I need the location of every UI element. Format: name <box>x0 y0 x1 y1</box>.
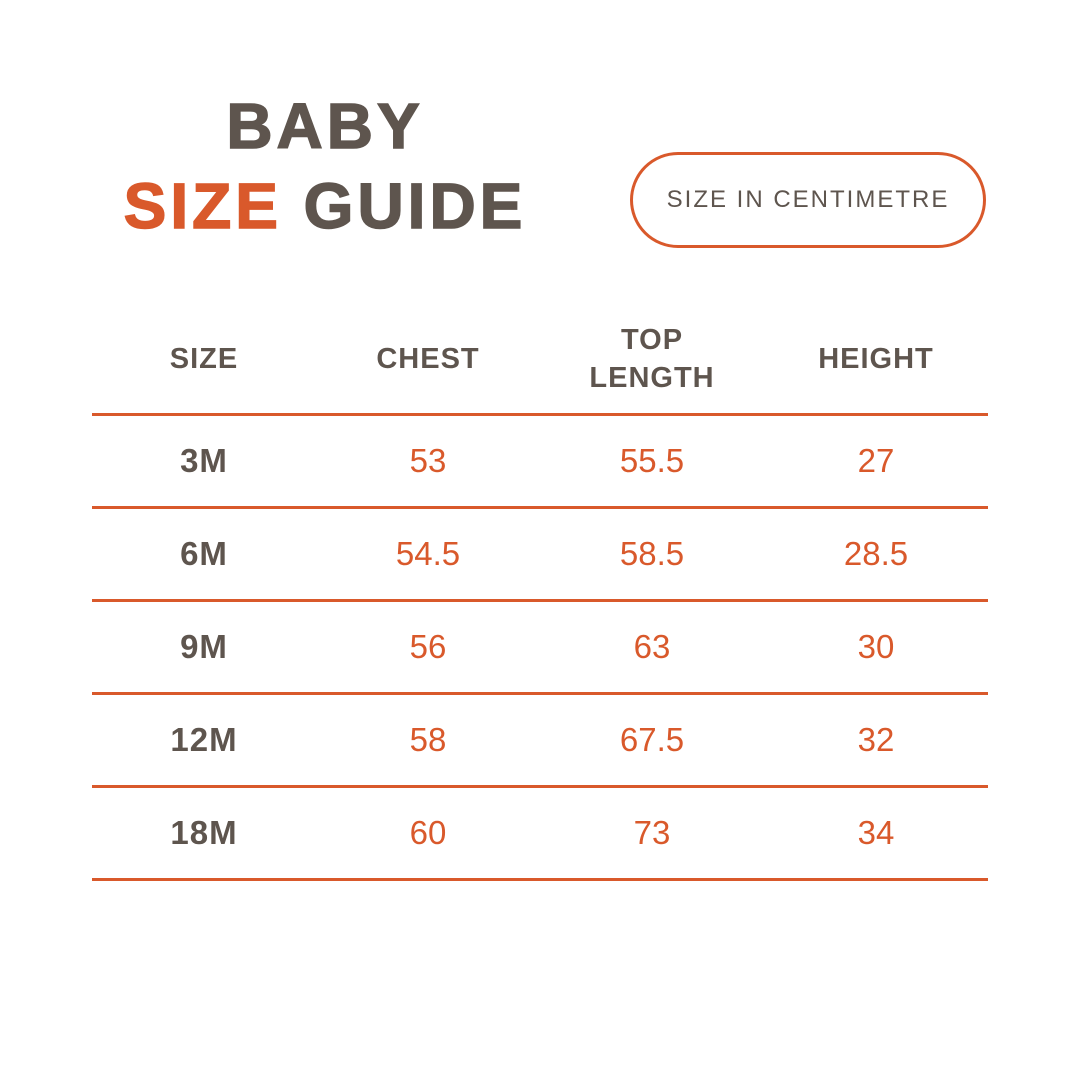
table-row: 6M 54.5 58.5 28.5 <box>92 509 988 602</box>
title-line2: SIZE GUIDE <box>85 166 565 246</box>
header-top-length: TOP LENGTH <box>589 324 715 394</box>
table-row: 3M 53 55.5 27 <box>92 416 988 509</box>
row-size-label: 12M <box>170 721 238 758</box>
title-line1: BABY <box>226 89 424 163</box>
size-table: SIZE CHEST TOP LENGTH HEIGHT 3M 53 55.5 … <box>92 305 988 881</box>
row-chest-value: 53 <box>409 442 447 479</box>
row-size-label: 3M <box>180 442 228 479</box>
row-chest-value: 58 <box>409 721 447 758</box>
row-top-length-value: 67.5 <box>619 721 685 758</box>
row-height-value: 34 <box>857 814 895 851</box>
table-row: 12M 58 67.5 32 <box>92 695 988 788</box>
table-row: 18M 60 73 34 <box>92 788 988 881</box>
header-chest: CHEST <box>376 343 480 375</box>
row-size-label: 18M <box>170 814 238 851</box>
row-chest-value: 56 <box>409 628 447 665</box>
row-top-length-value: 55.5 <box>619 442 685 479</box>
row-height-value: 30 <box>857 628 895 665</box>
table-header-row: SIZE CHEST TOP LENGTH HEIGHT <box>92 305 988 416</box>
table-row: 9M 56 63 30 <box>92 602 988 695</box>
header-height: HEIGHT <box>818 343 934 375</box>
title-rest-word: GUIDE <box>303 169 527 243</box>
row-chest-value: 54.5 <box>395 535 461 572</box>
row-chest-value: 60 <box>409 814 447 851</box>
row-height-value: 32 <box>857 721 895 758</box>
row-height-value: 27 <box>857 442 895 479</box>
row-size-label: 6M <box>180 535 228 572</box>
row-size-label: 9M <box>180 628 228 665</box>
title-accent-word: SIZE <box>123 169 282 243</box>
page-title: BABY SIZE GUIDE <box>85 86 565 246</box>
unit-badge-label: SIZE IN CENTIMETRE <box>666 186 950 213</box>
row-height-value: 28.5 <box>843 535 909 572</box>
row-top-length-value: 73 <box>633 814 671 851</box>
unit-badge: SIZE IN CENTIMETRE <box>630 152 986 248</box>
row-top-length-value: 63 <box>633 628 671 665</box>
header-size: SIZE <box>169 343 239 375</box>
row-top-length-value: 58.5 <box>619 535 685 572</box>
